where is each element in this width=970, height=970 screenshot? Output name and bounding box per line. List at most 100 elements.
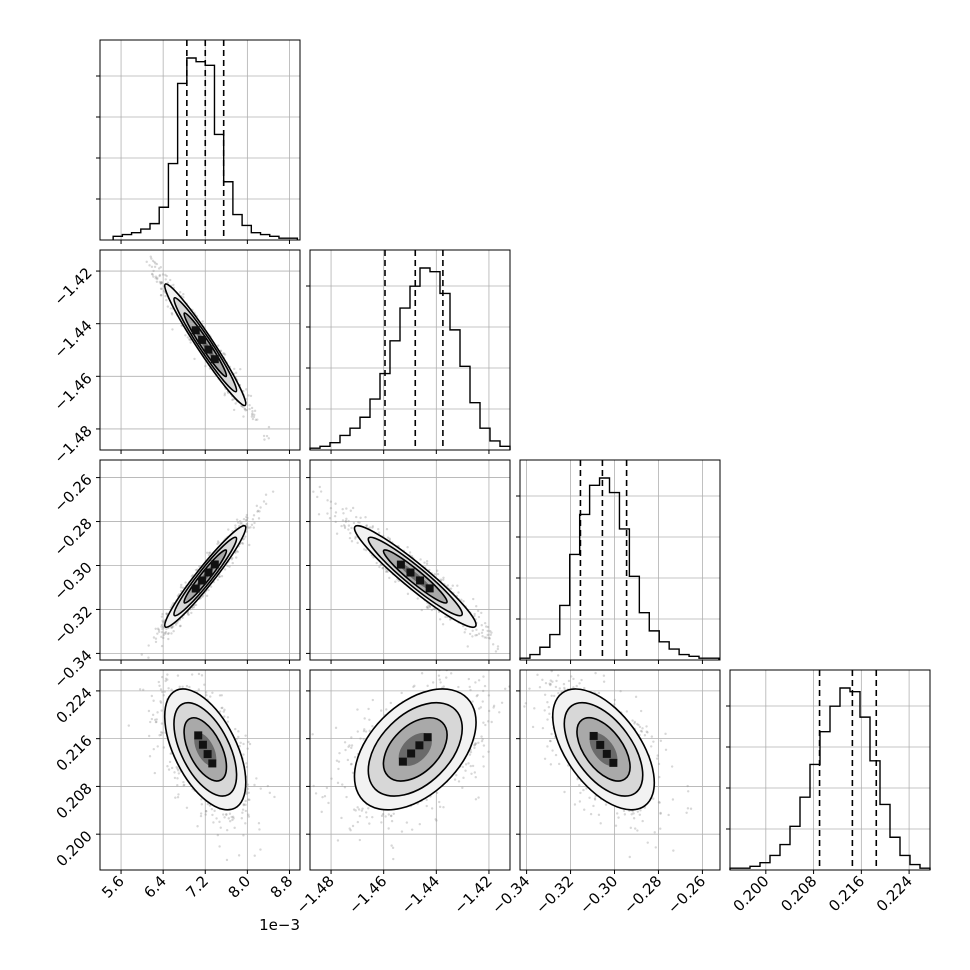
sample-point	[244, 535, 247, 538]
sample-point	[223, 568, 227, 571]
sample-point	[234, 402, 237, 405]
sample-point	[367, 707, 370, 711]
sample-point	[428, 605, 432, 608]
sample-point	[319, 490, 323, 493]
sample-point	[176, 769, 180, 772]
sample-point	[330, 777, 333, 780]
sample-point	[412, 685, 415, 689]
sample-point	[555, 679, 558, 683]
sample-point	[336, 781, 340, 785]
sample-point	[154, 262, 157, 265]
sample-point	[208, 551, 212, 555]
sample-point	[372, 556, 375, 559]
sample-point	[170, 766, 174, 770]
sample-point	[490, 720, 493, 724]
sample-point	[317, 513, 321, 516]
sample-point	[154, 275, 158, 278]
sample-point	[166, 678, 169, 681]
density-contour	[398, 732, 432, 766]
sample-point	[207, 553, 211, 557]
sample-point	[245, 530, 248, 533]
sample-point	[426, 606, 430, 610]
sample-point	[377, 531, 381, 534]
sample-point	[201, 320, 204, 323]
sample-point	[181, 685, 184, 688]
sample-point	[161, 675, 164, 679]
sample-point	[567, 679, 571, 683]
sample-point	[161, 619, 164, 623]
sample-point	[263, 438, 266, 441]
sample-point	[161, 281, 164, 285]
sample-point	[164, 677, 168, 680]
sample-point	[326, 499, 329, 502]
sample-point	[344, 520, 348, 523]
sample-point	[160, 631, 164, 634]
sample-point	[363, 728, 366, 731]
sample-point	[167, 768, 171, 771]
sample-point	[570, 675, 573, 678]
sample-point	[234, 526, 237, 530]
hist-panel-1	[306, 249, 511, 454]
sample-point	[656, 754, 659, 757]
sample-point	[549, 683, 552, 687]
sample-point	[475, 605, 478, 608]
sample-point	[432, 607, 435, 611]
sample-point	[267, 425, 271, 429]
sample-point	[165, 662, 167, 664]
density-layer	[523, 670, 693, 859]
sample-point	[426, 605, 429, 608]
sample-point	[572, 677, 575, 681]
sample-point	[334, 511, 338, 514]
sample-point	[364, 516, 367, 519]
sample-point	[488, 637, 492, 640]
density-layer	[311, 670, 510, 861]
sample-point	[381, 812, 385, 816]
sample-point	[380, 814, 384, 818]
sample-point	[474, 742, 478, 745]
sample-point	[685, 811, 688, 814]
sample-point	[235, 556, 238, 559]
sample-point	[221, 706, 224, 710]
sample-point	[558, 687, 561, 690]
sample-point	[211, 813, 214, 817]
sample-point	[364, 811, 368, 814]
y-tick-label: −0.28	[50, 514, 95, 559]
sample-point	[391, 846, 395, 850]
sample-point	[176, 784, 179, 787]
density-peak	[415, 741, 424, 750]
sample-point	[442, 805, 445, 809]
density-layer	[310, 485, 500, 653]
sample-point	[390, 819, 394, 823]
sample-point	[155, 720, 158, 724]
sample-point	[219, 349, 223, 353]
sample-point	[349, 532, 352, 535]
sample-point	[355, 515, 358, 519]
sample-point	[220, 706, 223, 710]
sample-point	[216, 578, 220, 581]
sample-point	[238, 744, 241, 748]
sample-point	[563, 790, 566, 794]
sample-point	[350, 746, 353, 750]
sample-point	[264, 493, 268, 496]
sample-point	[158, 280, 162, 284]
sample-point	[359, 516, 362, 520]
sample-point	[442, 685, 445, 688]
sample-point	[385, 569, 389, 573]
sample-point	[364, 730, 368, 733]
sample-point	[362, 729, 366, 733]
sample-point	[397, 579, 401, 583]
sample-point	[218, 575, 221, 579]
sample-point	[257, 822, 261, 825]
sample-point	[253, 854, 256, 857]
sample-point	[256, 509, 260, 513]
sample-point	[160, 281, 163, 284]
sample-point	[361, 807, 364, 810]
sample-point	[496, 647, 500, 651]
sample-point	[196, 825, 199, 828]
sample-point	[244, 799, 247, 803]
sample-point	[477, 741, 480, 744]
sample-point	[657, 801, 661, 804]
sample-point	[389, 701, 393, 705]
sample-point	[492, 704, 496, 708]
sample-point	[475, 694, 478, 698]
